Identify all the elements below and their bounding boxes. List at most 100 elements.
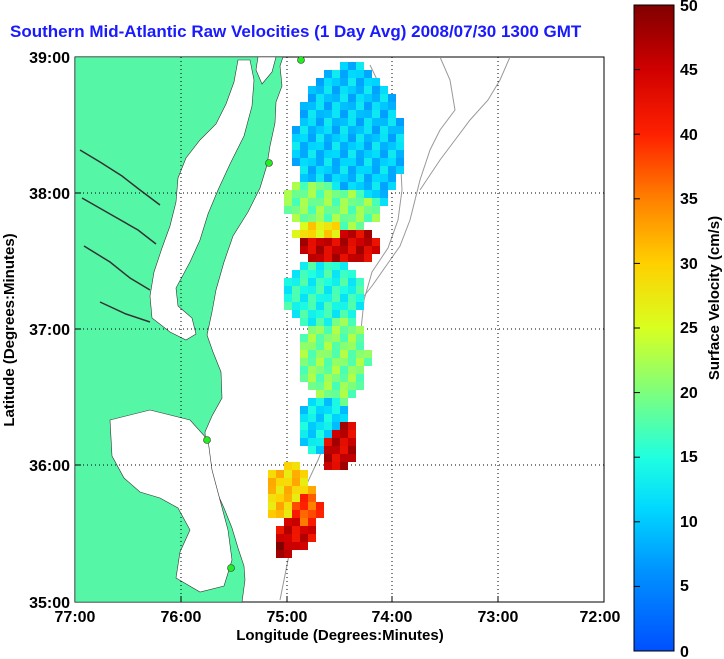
velocity-cell [292,462,300,470]
velocity-cell [364,70,372,78]
colorbar-tick-label: 50 [680,0,698,15]
velocity-cell [340,334,348,342]
velocity-cell [364,118,372,126]
velocity-cell [356,126,364,134]
velocity-cell [316,334,324,342]
velocity-cell [364,150,372,158]
velocity-cell [372,238,380,246]
velocity-cell [308,142,316,150]
velocity-cell [364,254,372,262]
velocity-cell [292,542,300,550]
velocity-cell [324,374,332,382]
velocity-cell [316,366,324,374]
velocity-cell [316,382,324,390]
velocity-cell [356,182,364,190]
velocity-cell [380,182,388,190]
velocity-cell [332,462,340,470]
velocity-cell [388,110,396,118]
velocity-cell [324,350,332,358]
velocity-cell [324,334,332,342]
velocity-cell [308,438,316,446]
velocity-cell [316,342,324,350]
velocity-cell [316,446,324,454]
velocity-cell [300,286,308,294]
velocity-cell [324,190,332,198]
velocity-cell [308,206,316,214]
velocity-cell [364,142,372,150]
velocity-cell [340,270,348,278]
velocity-cell [356,366,364,374]
velocity-cell [308,222,316,230]
velocity-cell [308,502,316,510]
velocity-cell [300,222,308,230]
velocity-cell [340,214,348,222]
velocity-cell [348,430,356,438]
velocity-cell [292,182,300,190]
velocity-cell [380,142,388,150]
velocity-cell [316,510,324,518]
velocity-cell [364,230,372,238]
velocity-cell [284,534,292,542]
x-axis-label: Longitude (Degrees:Minutes) [236,627,444,644]
velocity-cell [340,382,348,390]
radar-station [227,564,235,572]
velocity-cell [340,358,348,366]
velocity-cell [332,198,340,206]
velocity-cell [348,310,356,318]
velocity-cell [356,198,364,206]
velocity-cell [316,326,324,334]
chart-title: Southern Mid-Atlantic Raw Velocities (1 … [10,22,582,41]
velocity-cell [332,86,340,94]
velocity-cell [340,222,348,230]
velocity-cell [340,198,348,206]
velocity-cell [340,414,348,422]
velocity-cell [316,230,324,238]
velocity-cell [340,166,348,174]
radar-station [297,56,305,64]
velocity-cell [316,374,324,382]
velocity-cell [324,126,332,134]
velocity-cell [364,174,372,182]
velocity-cell [316,246,324,254]
velocity-cell [340,374,348,382]
velocity-cell [324,70,332,78]
velocity-cell [348,190,356,198]
velocity-cell [356,102,364,110]
velocity-cell [300,542,308,550]
velocity-cell [372,102,380,110]
velocity-cell [332,230,340,238]
velocity-cell [332,158,340,166]
velocity-cell [356,142,364,150]
velocity-cell [388,94,396,102]
velocity-cell [316,182,324,190]
velocity-cell [324,358,332,366]
velocity-cell [348,110,356,118]
velocity-cell [276,486,284,494]
velocity-cell [364,166,372,174]
velocity-cell [316,78,324,86]
velocity-cell [364,238,372,246]
velocity-cell [388,134,396,142]
velocity-cell [308,374,316,382]
velocity-cell [316,310,324,318]
y-tick-label: 35:00 [29,595,70,612]
velocity-cell [388,158,396,166]
velocity-cell [340,94,348,102]
x-tick-label: 72:00 [580,609,621,626]
velocity-cell [300,214,308,222]
velocity-cell [380,198,388,206]
velocity-cell [340,190,348,198]
velocity-cell [356,222,364,230]
velocity-cell [332,398,340,406]
velocity-cell [300,174,308,182]
velocity-cell [324,414,332,422]
velocity-cell [348,366,356,374]
velocity-cell [324,302,332,310]
velocity-cell [340,462,348,470]
velocity-cell [300,110,308,118]
velocity-cell [356,286,364,294]
velocity-cell [340,262,348,270]
velocity-cell [308,270,316,278]
velocity-cell [332,454,340,462]
velocity-cell [332,406,340,414]
